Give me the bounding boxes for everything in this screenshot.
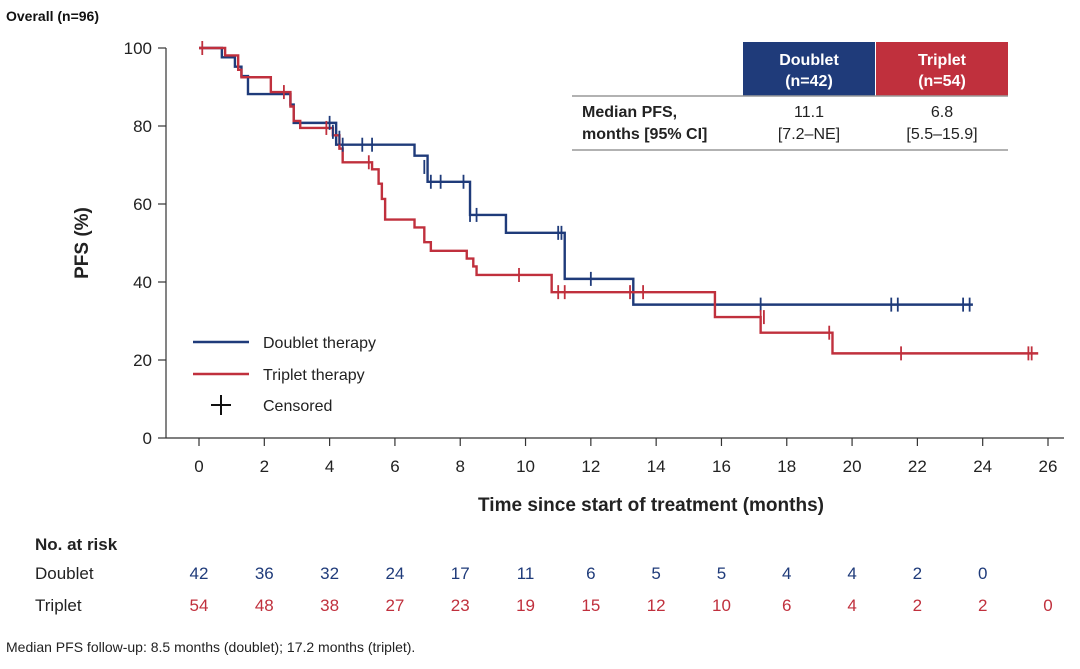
legend-doublet-label: Doublet therapy <box>263 335 376 352</box>
x-tick-label: 16 <box>712 457 731 476</box>
risk-value-triplet: 0 <box>1043 596 1052 615</box>
chart-subtitle: Overall (n=96) <box>6 8 99 24</box>
risk-value-triplet: 2 <box>913 596 922 615</box>
risk-value-doublet: 4 <box>847 564 856 583</box>
legend-triplet-label: Triplet therapy <box>263 367 365 384</box>
doublet-header-line2: (n=42) <box>785 73 833 90</box>
y-tick-label: 100 <box>124 39 152 58</box>
x-tick-label: 18 <box>777 457 796 476</box>
x-tick-label: 0 <box>194 457 203 476</box>
risk-row-label-doublet: Doublet <box>35 564 94 583</box>
risk-value-triplet: 54 <box>190 596 209 615</box>
triplet-curve <box>199 46 1039 355</box>
x-tick-label: 8 <box>455 457 464 476</box>
x-tick-label: 2 <box>260 457 269 476</box>
risk-value-doublet: 36 <box>255 564 274 583</box>
risk-value-doublet: 42 <box>190 564 209 583</box>
risk-value-triplet: 19 <box>516 596 535 615</box>
x-tick-label: 26 <box>1039 457 1058 476</box>
x-tick-label: 12 <box>581 457 600 476</box>
triplet-median-value: 6.8 <box>931 104 953 121</box>
censor-marks <box>201 41 1033 361</box>
y-tick-label: 60 <box>133 195 152 214</box>
risk-row-label-triplet: Triplet <box>35 596 82 615</box>
risk-value-triplet: 48 <box>255 596 274 615</box>
risk-value-doublet: 5 <box>717 564 726 583</box>
risk-value-triplet: 23 <box>451 596 470 615</box>
risk-value-doublet: 6 <box>586 564 595 583</box>
legend: Doublet therapy Triplet therapy Censored <box>193 335 376 415</box>
x-tick-label: 20 <box>843 457 862 476</box>
y-tick-label: 0 <box>143 429 152 448</box>
doublet-ci-value: [7.2–NE] <box>778 126 840 143</box>
y-axis-title: PFS (%) <box>72 207 93 279</box>
x-tick-label: 22 <box>908 457 927 476</box>
risk-value-triplet: 12 <box>647 596 666 615</box>
risk-value-triplet: 2 <box>978 596 987 615</box>
median-pfs-table: Doublet (n=42) Triplet (n=54) Median PFS, mon… <box>572 42 1008 151</box>
x-tick-label: 10 <box>516 457 535 476</box>
risk-value-doublet: 5 <box>651 564 660 583</box>
survival-curves <box>199 46 1039 355</box>
risk-value-triplet: 15 <box>581 596 600 615</box>
legend-censored-label: Censored <box>263 398 332 415</box>
triplet-header-line2: (n=54) <box>918 73 966 90</box>
x-axis-title: Time since start of treatment (months) <box>478 495 824 516</box>
risk-value-doublet: 17 <box>451 564 470 583</box>
triplet-ci-value: [5.5–15.9] <box>906 126 977 143</box>
risk-value-triplet: 4 <box>847 596 856 615</box>
triplet-header-cell <box>876 42 1008 96</box>
x-tick-label: 24 <box>973 457 992 476</box>
footnote: Median PFS follow-up: 8.5 months (double… <box>6 639 416 655</box>
x-tick-label: 14 <box>647 457 666 476</box>
table-row-label-line1: Median PFS, <box>582 104 677 121</box>
doublet-median-value: 11.1 <box>794 104 824 121</box>
risk-value-doublet: 24 <box>385 564 404 583</box>
y-tick-label: 20 <box>133 351 152 370</box>
doublet-header-cell <box>743 42 875 96</box>
risk-value-triplet: 27 <box>385 596 404 615</box>
risk-value-doublet: 11 <box>517 564 535 583</box>
risk-value-triplet: 38 <box>320 596 339 615</box>
doublet-header-line1: Doublet <box>779 52 839 69</box>
x-tick-label: 6 <box>390 457 399 476</box>
risk-table-title: No. at risk <box>35 535 118 554</box>
risk-value-triplet: 6 <box>782 596 791 615</box>
risk-value-triplet: 10 <box>712 596 731 615</box>
x-tick-label: 4 <box>325 457 334 476</box>
risk-value-doublet: 2 <box>913 564 922 583</box>
risk-value-doublet: 0 <box>978 564 987 583</box>
table-row-label-line2: months [95% CI] <box>582 126 707 143</box>
triplet-header-line1: Triplet <box>918 52 967 69</box>
y-tick-label: 80 <box>133 117 152 136</box>
risk-value-doublet: 32 <box>320 564 339 583</box>
y-tick-label: 40 <box>133 273 152 292</box>
risk-value-doublet: 4 <box>782 564 791 583</box>
